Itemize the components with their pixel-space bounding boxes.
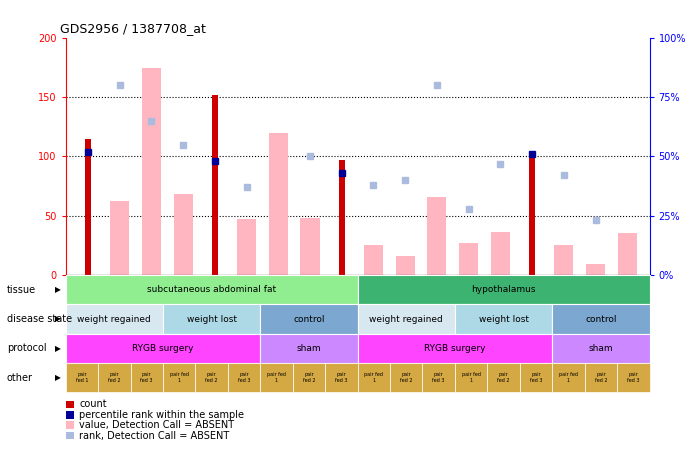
Text: sham: sham [589,344,613,353]
Bar [396,256,415,275]
Text: pair
fed 3: pair fed 3 [335,373,348,383]
Text: pair
fed 2: pair fed 2 [400,373,413,383]
Text: pair
fed 3: pair fed 3 [530,373,542,383]
Text: percentile rank within the sample: percentile rank within the sample [79,410,245,420]
Bar [459,243,478,275]
Text: rank, Detection Call = ABSENT: rank, Detection Call = ABSENT [79,430,229,441]
Text: ▶: ▶ [55,374,61,382]
Text: GDS2956 / 1387708_at: GDS2956 / 1387708_at [60,22,206,36]
Text: pair
fed 1: pair fed 1 [75,373,88,383]
Text: pair fed
1: pair fed 1 [170,373,189,383]
Bar [269,133,287,275]
Bar [554,246,574,275]
Text: hypothalamus: hypothalamus [471,285,536,294]
Text: ▶: ▶ [55,344,61,353]
Text: count: count [79,399,107,410]
Bar [491,232,510,275]
Text: pair fed
1: pair fed 1 [462,373,481,383]
Text: tissue: tissue [7,284,36,295]
Text: pair
fed 3: pair fed 3 [140,373,153,383]
Text: pair
fed 3: pair fed 3 [238,373,250,383]
Text: control: control [585,315,616,323]
Bar [529,154,535,275]
Text: pair
fed 2: pair fed 2 [498,373,510,383]
Text: weight lost: weight lost [187,315,236,323]
Text: pair
fed 2: pair fed 2 [108,373,120,383]
Text: control: control [293,315,325,323]
Text: ▶: ▶ [55,315,61,323]
Text: weight lost: weight lost [479,315,529,323]
Text: pair
fed 2: pair fed 2 [205,373,218,383]
Text: weight regained: weight regained [370,315,443,323]
Bar [110,201,129,275]
Text: sham: sham [296,344,321,353]
Bar [618,234,637,275]
Bar [212,95,218,275]
Text: value, Detection Call = ABSENT: value, Detection Call = ABSENT [79,420,234,430]
Text: pair
fed 3: pair fed 3 [433,373,445,383]
Text: pair
fed 2: pair fed 2 [303,373,315,383]
Text: subcutaneous abdominal fat: subcutaneous abdominal fat [147,285,276,294]
Text: pair
fed 3: pair fed 3 [627,373,640,383]
Text: pair
fed 2: pair fed 2 [595,373,607,383]
Bar [85,138,91,275]
Bar [339,160,345,275]
Text: ▶: ▶ [55,285,61,294]
Bar [301,218,319,275]
Bar [237,219,256,275]
Bar [586,264,605,275]
Bar [428,197,446,275]
Bar [364,246,383,275]
Text: pair fed
1: pair fed 1 [267,373,286,383]
Text: other: other [7,373,33,383]
Bar [173,194,193,275]
Text: protocol: protocol [7,343,46,354]
Text: disease state: disease state [7,314,72,324]
Text: pair fed
1: pair fed 1 [364,373,384,383]
Text: pair fed
1: pair fed 1 [559,373,578,383]
Text: RYGB surgery: RYGB surgery [132,344,193,353]
Bar [142,67,161,275]
Text: RYGB surgery: RYGB surgery [424,344,486,353]
Text: weight regained: weight regained [77,315,151,323]
